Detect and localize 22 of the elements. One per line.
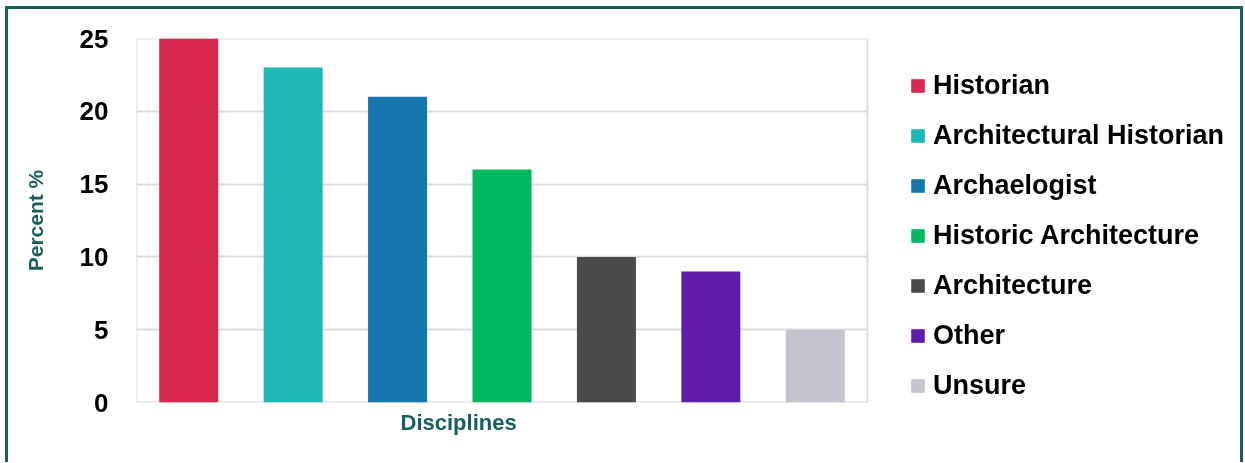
bar [368,96,428,403]
y-tick-label: 25 [79,23,109,54]
bar [785,329,845,403]
legend-label: Other [933,320,1006,351]
legend-label: Unsure [933,370,1027,401]
y-tick-label: 10 [79,241,109,272]
y-tick-label: 0 [94,387,109,418]
legend-label: Archaelogist [933,170,1097,201]
x-axis-title: Disciplines [400,409,517,435]
y-tick-label: 20 [79,96,109,127]
y-axis-title: Percent % [23,169,47,272]
bar [681,271,741,403]
y-tick-label: 15 [79,169,109,200]
legend-label: Architectural Historian [933,120,1225,151]
y-tick-label: 5 [94,314,109,345]
legend-label: Architecture [933,270,1093,301]
bar [263,67,323,403]
legend-label: Historic Architecture [933,220,1200,251]
bar [576,256,636,403]
legend-label: Historian [933,70,1051,101]
bar [472,169,532,403]
bar [159,38,219,403]
